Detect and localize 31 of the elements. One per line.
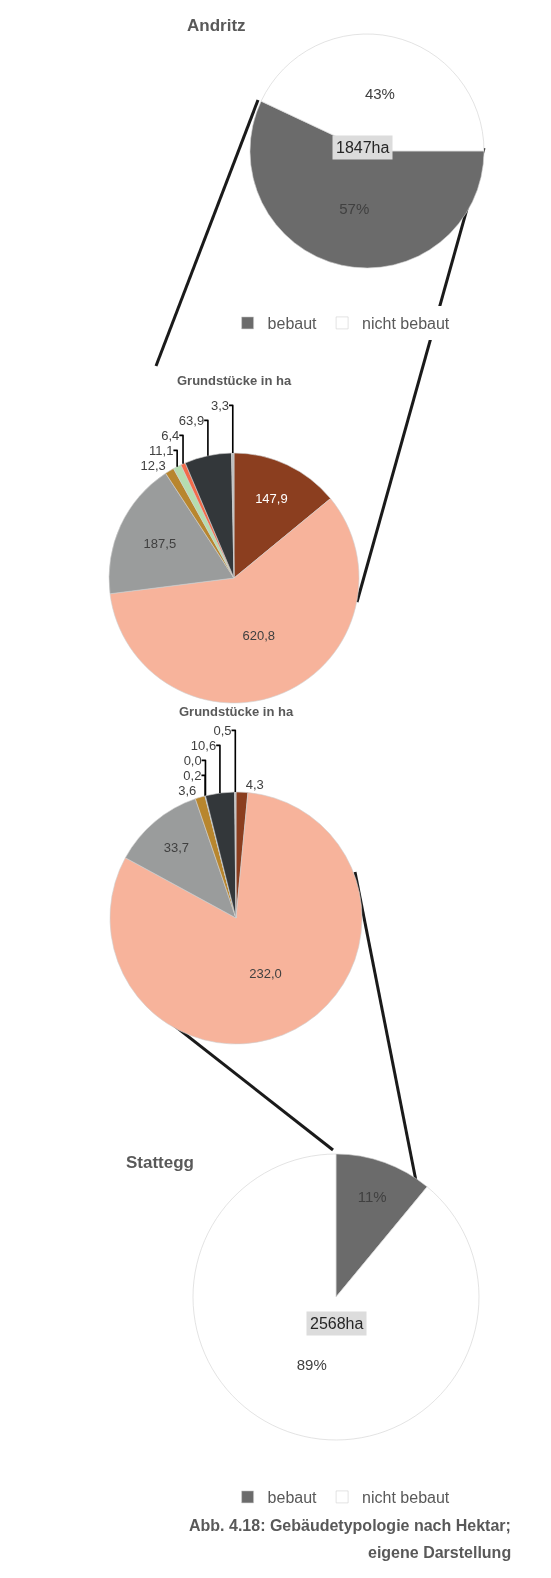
data-label: 12,3: [140, 457, 166, 473]
chart-title: Grundstücke in ha: [177, 373, 292, 388]
chart-title: Andritz: [187, 16, 246, 35]
data-label: 6,4: [161, 427, 180, 443]
legend-label: nicht bebaut: [362, 1489, 450, 1507]
data-label: 63,9: [178, 412, 205, 428]
data-label: 147,9: [255, 491, 288, 507]
pie-slice: [192, 1153, 480, 1441]
data-label: 10,6: [190, 737, 217, 753]
data-label: 0,5: [213, 722, 232, 738]
text: eigene Darstellung: [368, 1544, 512, 1561]
data-label: 3,6: [178, 782, 197, 798]
data-label: 89%: [296, 1355, 327, 1373]
text: 0,0: [183, 752, 202, 768]
data-label: 4,3: [245, 777, 264, 793]
data-label: 33,7: [163, 839, 190, 855]
data-label: 43%: [364, 84, 395, 102]
chart-title: Stattegg: [126, 1153, 194, 1172]
data-label: 0,2: [183, 767, 202, 783]
data-label: 620,8: [242, 627, 276, 643]
legend-label: nicht bebaut: [362, 315, 450, 333]
legend-label: bebaut: [267, 315, 318, 333]
data-label: 232,0: [249, 966, 282, 982]
text: 1847ha: [336, 139, 390, 156]
data-label: 3,3: [210, 397, 230, 413]
data-label: 187,5: [143, 536, 177, 552]
text: 2568ha: [310, 1315, 364, 1332]
chart-title: Grundstücke in ha: [179, 704, 294, 719]
legend-label: bebaut: [267, 1489, 318, 1507]
data-label: 11,1: [149, 442, 174, 458]
caption: Abb. 4.18: Gebäudetypologie nach Hektar;: [189, 1517, 511, 1534]
